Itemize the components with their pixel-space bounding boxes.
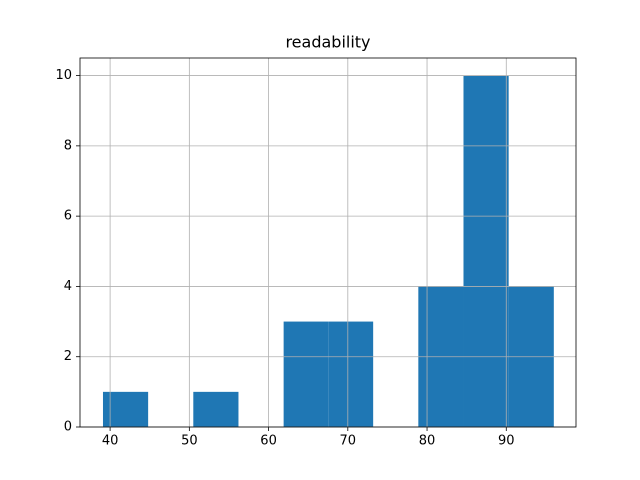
x-tick-label: 70 xyxy=(340,434,357,449)
bar xyxy=(328,321,374,427)
x-tick-label: 50 xyxy=(181,434,198,449)
chart-title: readability xyxy=(285,33,370,52)
plot-frame xyxy=(79,57,577,428)
x-tick-label: 40 xyxy=(102,434,119,449)
x-tick-label: 60 xyxy=(260,434,277,449)
y-tick-label: 4 xyxy=(64,279,72,294)
y-tick-label: 2 xyxy=(64,349,72,364)
y-tick-label: 10 xyxy=(55,68,72,83)
bar xyxy=(193,391,239,427)
bar xyxy=(283,321,329,427)
y-tick-label: 0 xyxy=(64,420,72,435)
x-tick-label: 90 xyxy=(498,434,515,449)
y-tick-label: 6 xyxy=(64,209,72,224)
x-tick-label: 80 xyxy=(419,434,436,449)
bar xyxy=(463,75,509,428)
y-tick-label: 8 xyxy=(64,138,72,153)
